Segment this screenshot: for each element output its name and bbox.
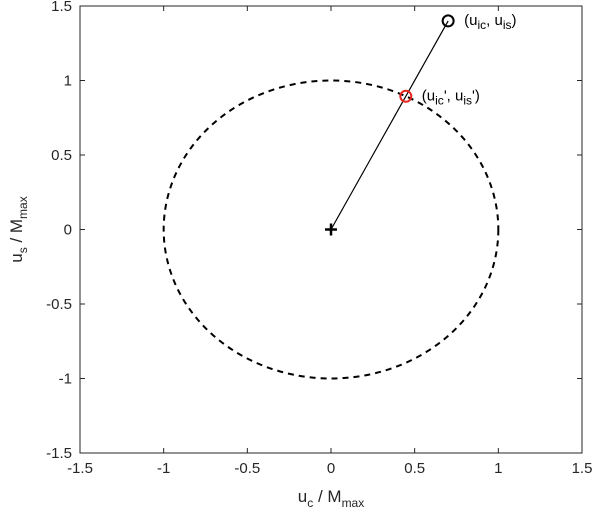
y-tick-label: 1.5: [51, 0, 72, 15]
y-tick-label: 0.5: [51, 147, 72, 164]
projection-line: [330, 20, 449, 230]
y-tick-label: 0: [64, 222, 72, 239]
x-tick-label: 0.5: [404, 460, 425, 477]
x-tick-label: -0.5: [234, 460, 260, 477]
y-tick-label: -0.5: [46, 296, 72, 313]
unit-circle: [162, 79, 500, 380]
data-layer: (uic, uis) (uic', uis'): [162, 12, 517, 380]
x-tick-label: 1: [494, 460, 502, 477]
y-tick-label: 1: [64, 73, 72, 90]
data-point: [399, 89, 413, 103]
x-tick-label: -1.5: [67, 460, 93, 477]
y-tick-label: -1.5: [46, 445, 72, 462]
point-annotation: (uic, uis): [464, 12, 516, 32]
x-tick-label: 1.5: [572, 460, 593, 477]
data-point: [441, 14, 455, 28]
ticks: -1.5 -1 -0.5 0 0.5 1 1.5 -1.5 -1 -0.5 0 0.5 1 1.5: [46, 0, 592, 477]
x-tick-label: -1: [157, 460, 170, 477]
y-axis-label: us / Mmax: [7, 196, 30, 262]
y-tick-label: -1: [59, 371, 72, 388]
point-annotation: (uic', uis'): [422, 87, 480, 107]
x-tick-label: 0: [327, 460, 335, 477]
x-axis-label: uc / Mmax: [298, 487, 364, 510]
